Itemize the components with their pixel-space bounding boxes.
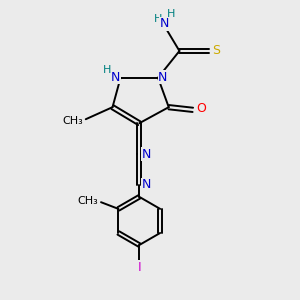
Text: N: N	[142, 178, 152, 191]
Text: I: I	[137, 261, 141, 274]
Text: H: H	[167, 9, 175, 19]
Text: CH₃: CH₃	[78, 196, 99, 206]
Text: N: N	[111, 71, 120, 84]
Text: N: N	[142, 148, 152, 160]
Text: CH₃: CH₃	[62, 116, 83, 126]
Text: N: N	[158, 71, 167, 84]
Text: H: H	[103, 65, 111, 75]
Text: S: S	[212, 44, 220, 58]
Text: N: N	[160, 17, 169, 30]
Text: H: H	[154, 14, 162, 24]
Text: O: O	[196, 102, 206, 115]
